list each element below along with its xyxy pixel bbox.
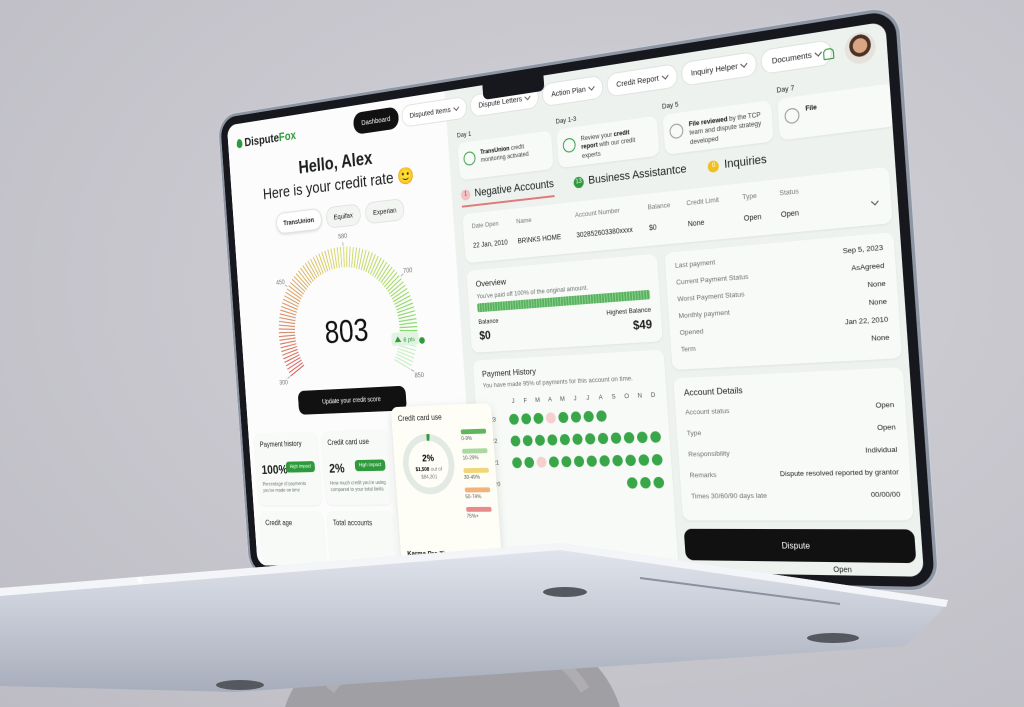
base-body (0, 543, 948, 692)
foot (807, 633, 859, 643)
foot (543, 587, 587, 597)
foot (216, 680, 264, 690)
glint (137, 577, 143, 583)
